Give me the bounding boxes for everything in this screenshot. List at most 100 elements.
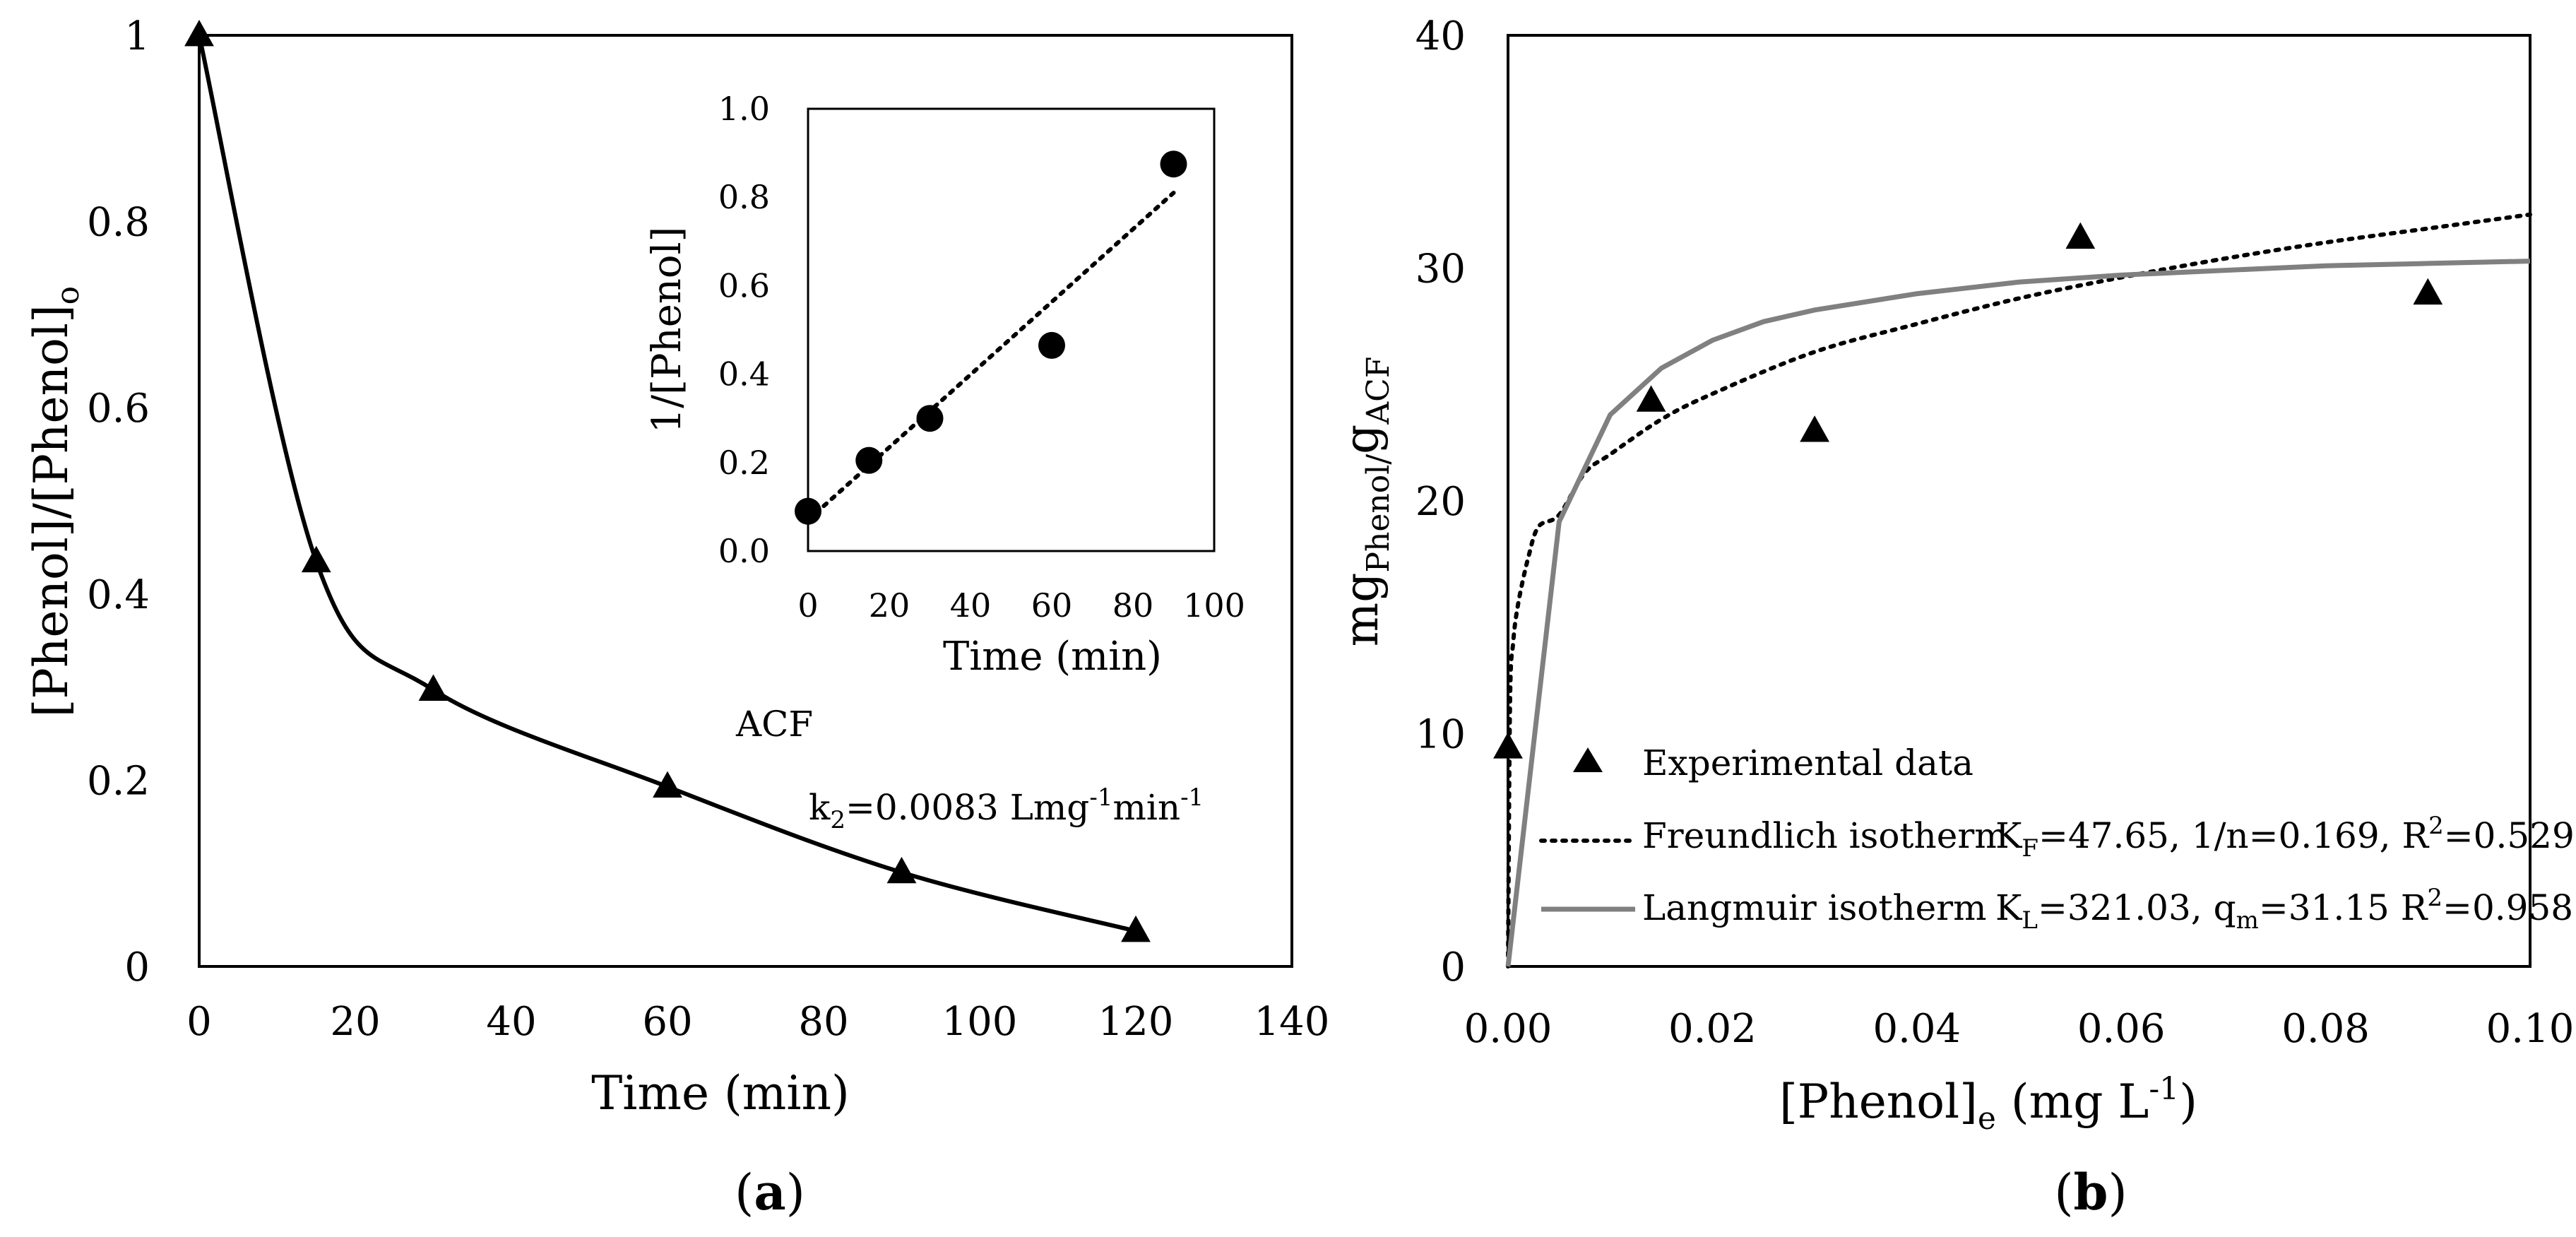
panel-a-caption: (a) <box>735 1163 805 1221</box>
inset-data-point <box>795 497 821 525</box>
inset-data-point <box>916 405 944 432</box>
inset-x-ticks: 0 20 40 60 80 100 <box>797 586 1245 625</box>
b-xlabel-sup: -1 <box>2149 1071 2179 1107</box>
fr-rest1: =47.65, 1/n=0.169, R <box>2038 815 2430 856</box>
la-r-sup: 2 <box>2427 884 2443 912</box>
panel-b-y-tick-label: 20 <box>1415 479 1466 525</box>
panel-a-y-tick-label: 0.4 <box>87 572 150 618</box>
inset-y-tick-label: 0.8 <box>718 178 770 216</box>
freundlich-isotherm-curve <box>1506 212 2532 969</box>
panel-a-x-tick-label: 120 <box>1098 999 1174 1045</box>
panel-b-letter: b <box>2074 1163 2108 1221</box>
inset-x-tick-label: 20 <box>869 586 910 625</box>
panel-b-x-tick-label: 0.06 <box>2077 1006 2166 1052</box>
fr-rest2: =0.529 <box>2444 815 2575 856</box>
panel-b-x-ticks: 0.00 0.02 0.04 0.06 0.08 0.10 <box>1464 1006 2575 1052</box>
b-xlabel-main: [Phenol] <box>1779 1075 1978 1129</box>
fr-k: K <box>1995 815 2023 856</box>
panel-a-chart: 00.20.40.60.81 0 20 40 60 80 100 120 140 Time (… <box>24 13 1329 1221</box>
inset-linear-fit <box>806 190 1176 523</box>
panel-a-data-point <box>418 674 449 701</box>
b-xlabel-units: (mg L <box>1996 1075 2149 1129</box>
panel-b-y-tick-label: 40 <box>1415 13 1466 59</box>
inset-x-tick-label: 60 <box>1031 586 1073 625</box>
panel-a-y-tick-label: 0 <box>124 945 150 990</box>
panel-a-letter: a <box>754 1163 785 1221</box>
inset-data-point <box>855 446 883 474</box>
panel-b-data-point <box>2065 222 2096 249</box>
panel-a-inset-chart: 0.0 0.2 0.4 0.6 0.8 1.0 0 20 40 60 80 100 Time (mi… <box>644 90 1245 680</box>
panel-a-series-annotation: ACF <box>735 704 813 745</box>
panel-a-x-tick-label: 0 <box>186 999 212 1045</box>
panel-b-y-tick-label: 30 <box>1415 247 1466 292</box>
panel-b-y-tick-label: 0 <box>1440 945 1466 990</box>
rate-k: k <box>809 787 831 828</box>
panel-b-y-axis-label: mgPhenol/gACF <box>1334 357 1396 647</box>
panel-a-y-axis-label: [Phenol]/[Phenol]o <box>24 286 86 717</box>
panel-a-x-tick-label: 40 <box>486 999 536 1045</box>
panel-a-y-ticks: 0 0.2 0.4 0.6 0.8 1 <box>87 13 150 990</box>
inset-data-points <box>795 150 1187 525</box>
b-ylabel-sub2: ACF <box>1360 357 1396 425</box>
panel-a-x-tick-label: 60 <box>642 999 692 1045</box>
panel-a-data-points <box>184 20 1151 942</box>
panel-b-x-tick-label: 0.00 <box>1464 1006 1553 1052</box>
panel-b-data-points <box>1493 222 2443 759</box>
panel-a-rate-constant: k2=0.0083 Lmg-1min-1 <box>809 783 1204 834</box>
rate-sup1: -1 <box>1089 783 1112 812</box>
inset-y-tick-label: 0.2 <box>718 444 770 482</box>
inset-x-tick-label: 40 <box>950 586 992 625</box>
panel-b-y-tick-label: 10 <box>1415 712 1466 758</box>
panel-b-x-axis-label: [Phenol]e (mg L-1) <box>1779 1071 2197 1137</box>
b-xlabel-sub: e <box>1978 1101 1996 1137</box>
inset-x-tick-label: 80 <box>1112 586 1154 625</box>
b-ylabel-main2: g <box>1334 425 1389 454</box>
panel-b-x-tick-label: 0.10 <box>2486 1006 2575 1052</box>
panel-b-data-point <box>1636 385 1666 412</box>
la-rest1: =321.03, q <box>2038 887 2236 928</box>
la-q-sub: m <box>2236 906 2259 935</box>
panel-b-x-tick-label: 0.04 <box>1872 1006 1961 1052</box>
rate-k-sub: 2 <box>830 806 845 834</box>
panel-a-data-point <box>184 20 214 47</box>
inset-y-tick-label: 0.6 <box>718 266 770 304</box>
panel-b-data-point <box>1800 415 1829 442</box>
panel-a-x-axis-label: Time (min) <box>591 1066 849 1120</box>
inset-data-point <box>1038 331 1065 359</box>
panel-a-data-point <box>653 771 682 798</box>
inset-y-axis-label: 1/[Phenol] <box>644 227 690 434</box>
legend-triangle-marker <box>1573 747 1603 772</box>
panel-b-data-point <box>1493 732 1523 759</box>
panel-a-y-tick-label: 0.2 <box>87 758 150 804</box>
langmuir-isotherm-curve <box>1505 259 2531 967</box>
panel-b-plot-frame <box>1507 34 2532 968</box>
panel-b-x-tick-label: 0.08 <box>2281 1006 2370 1052</box>
panel-a-y-axis-label-main: [Phenol]/[Phenol] <box>24 304 78 717</box>
inset-x-tick-label: 100 <box>1183 586 1245 625</box>
panel-a-data-point <box>301 545 331 573</box>
inset-y-tick-label: 0.0 <box>718 532 770 570</box>
panel-a-x-ticks: 0 20 40 60 80 100 120 140 <box>186 999 1329 1045</box>
legend-freundlich-params: KF=47.65, 1/n=0.169, R2=0.529 <box>1995 812 2575 863</box>
la-k: K <box>1995 887 2023 928</box>
panel-b-x-tick-label: 0.02 <box>1668 1006 1757 1052</box>
panel-a-x-tick-label: 80 <box>798 999 848 1045</box>
la-k-sub: L <box>2022 906 2038 935</box>
panel-a-x-tick-label: 140 <box>1254 999 1330 1045</box>
inset-y-ticks: 0.0 0.2 0.4 0.6 0.8 1.0 <box>718 90 770 570</box>
panel-b-data-point <box>2413 278 2443 305</box>
la-rest3: =0.958 <box>2443 887 2573 928</box>
rate-mid: min <box>1112 787 1180 828</box>
b-xlabel-close: ) <box>2179 1075 2197 1129</box>
legend-langmuir-params: KL=321.03, qm=31.15 R2=0.958 <box>1995 884 2573 935</box>
fr-r-sup: 2 <box>2428 812 2444 840</box>
legend-langmuir-label: Langmuir isotherm <box>1642 887 1987 928</box>
panel-a-plot-frame <box>198 34 1293 968</box>
inset-y-tick-label: 1.0 <box>718 90 770 128</box>
panel-a-y-axis-label-sub: o <box>50 286 86 305</box>
panel-a-x-tick-label: 100 <box>942 999 1018 1045</box>
legend-freundlich-label: Freundlich isotherm <box>1642 815 2008 856</box>
inset-plot-frame <box>807 107 1216 552</box>
rate-value: =0.0083 Lmg <box>845 787 1089 828</box>
